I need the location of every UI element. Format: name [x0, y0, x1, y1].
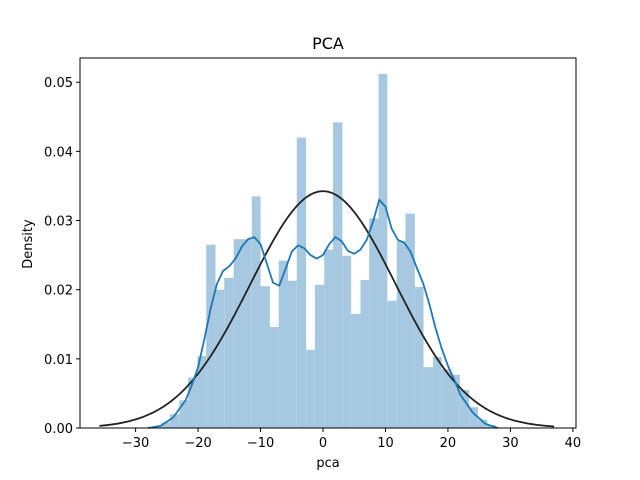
histogram-bar-6	[206, 244, 216, 428]
histogram-bar-34	[459, 389, 470, 428]
x-tick-label: −20	[184, 436, 211, 451]
histogram-bar-33	[451, 374, 460, 428]
y-axis-label: Density	[21, 219, 36, 269]
histogram-bar-15	[288, 280, 297, 428]
histogram-bar-12	[260, 286, 270, 428]
plot-area	[99, 73, 555, 429]
x-tick-label: −30	[122, 436, 149, 451]
histogram-bar-28	[405, 213, 415, 428]
histogram-bar-9	[233, 239, 243, 428]
histogram-bar-5	[197, 356, 207, 428]
histogram-bar-2	[169, 414, 180, 428]
histogram-bar-21	[342, 255, 352, 428]
histogram-bar-26	[387, 300, 397, 428]
histogram-bar-16	[296, 137, 307, 428]
histogram-bars	[151, 73, 497, 429]
histogram-bar-10	[242, 239, 252, 428]
x-axis-ticks: −30 −20 −10 0 10 20 30 40	[122, 428, 581, 451]
histogram-bar-13	[269, 327, 279, 428]
histogram-bar-4	[188, 377, 198, 428]
x-tick-label: 10	[377, 436, 394, 451]
y-tick-label: 0.00	[44, 422, 73, 437]
y-tick-label: 0.03	[44, 215, 73, 230]
histogram-bar-19	[324, 249, 333, 428]
histogram-bar-20	[332, 122, 343, 429]
y-tick-label: 0.05	[44, 76, 73, 91]
x-axis-label: pca	[316, 456, 339, 471]
chart-title: PCA	[312, 34, 344, 53]
histogram-bar-31	[432, 356, 442, 428]
histogram-bar-17	[306, 349, 315, 428]
histogram-bar-18	[314, 284, 325, 428]
y-tick-label: 0.02	[44, 284, 73, 299]
histogram-bar-14	[278, 260, 289, 428]
histogram-bar-35	[469, 407, 478, 428]
histogram-bar-36	[477, 419, 488, 428]
x-tick-label: 20	[440, 436, 457, 451]
histogram-bar-29	[414, 286, 424, 428]
x-tick-label: −10	[247, 436, 274, 451]
y-tick-label: 0.04	[44, 145, 73, 160]
histogram-bar-27	[396, 241, 406, 428]
histogram-bar-24	[369, 218, 379, 428]
histogram-bar-11	[251, 196, 261, 428]
x-tick-label: 40	[565, 436, 582, 451]
x-tick-label: 30	[502, 436, 519, 451]
histogram-bar-25	[378, 73, 388, 428]
x-tick-label: 0	[319, 436, 327, 451]
kde-line	[147, 197, 499, 429]
histogram-bar-30	[423, 367, 433, 428]
y-axis-ticks: 0.00 0.01 0.02 0.03 0.04 0.05	[44, 76, 80, 437]
y-tick-label: 0.01	[44, 353, 73, 368]
histogram-bar-23	[360, 280, 370, 428]
histogram-bar-1	[161, 422, 170, 428]
histogram-bar-3	[179, 400, 189, 428]
normal-fit-line	[99, 190, 555, 428]
histogram-bar-7	[215, 289, 225, 428]
axes-frame	[79, 57, 577, 429]
histogram-bar-8	[224, 277, 234, 428]
histogram-bar-32	[441, 369, 452, 428]
histogram-bar-22	[351, 313, 361, 428]
